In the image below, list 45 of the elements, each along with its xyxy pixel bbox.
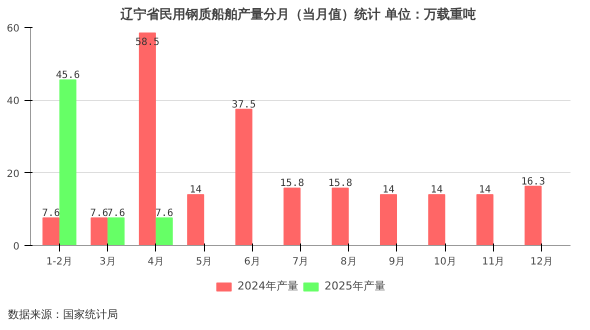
bar xyxy=(284,188,301,246)
chart-title: 辽宁省民用钢质船舶产量分月（当月值）统计 单位：万载重吨 xyxy=(119,6,476,22)
y-tick-label: 20 xyxy=(6,168,20,180)
data-label: 14 xyxy=(190,184,202,196)
data-label: 7.6 xyxy=(90,208,108,219)
bar xyxy=(59,79,76,246)
legend-label: 2025年产量 xyxy=(324,278,386,294)
bar xyxy=(187,194,204,246)
x-tick-label: 10月 xyxy=(434,256,457,268)
data-label: 15.8 xyxy=(328,178,352,190)
x-tick-label: 8月 xyxy=(340,256,357,268)
bar xyxy=(332,188,349,246)
x-tick-label: 1-2月 xyxy=(46,256,73,268)
data-label: 14 xyxy=(430,184,443,196)
x-tick-label: 4月 xyxy=(148,256,164,268)
source-note: 数据来源：国家统计局 xyxy=(8,307,118,323)
x-tick-label: 5月 xyxy=(196,256,212,268)
bar xyxy=(524,186,542,246)
data-label: 14 xyxy=(382,184,395,196)
data-label: 7.6 xyxy=(155,208,174,219)
x-tick-label: 11月 xyxy=(482,256,505,268)
bar xyxy=(428,194,446,246)
x-tick-label: 9月 xyxy=(388,256,406,268)
data-label: 7.6 xyxy=(107,208,126,219)
data-label: 14 xyxy=(478,184,491,196)
legend-label: 2024年产量 xyxy=(238,278,298,294)
x-tick-label: 3月 xyxy=(99,256,116,268)
data-label: 7.6 xyxy=(42,208,60,219)
x-tick-label: 6月 xyxy=(244,256,260,268)
data-label: 15.8 xyxy=(280,178,304,190)
data-label: 45.6 xyxy=(56,70,80,81)
data-label: 37.5 xyxy=(232,99,256,110)
bar xyxy=(235,108,252,246)
bar xyxy=(380,194,398,246)
data-label: 16.3 xyxy=(521,176,546,188)
bar xyxy=(42,217,60,246)
x-tick-label: 12月 xyxy=(530,256,553,268)
y-tick-label: 0 xyxy=(13,242,20,252)
x-tick-label: 7月 xyxy=(292,256,309,268)
y-tick-label: 40 xyxy=(6,96,20,108)
bar xyxy=(156,217,173,246)
bar xyxy=(476,194,494,246)
bar xyxy=(90,217,108,246)
y-tick-label: 60 xyxy=(6,24,20,34)
bar xyxy=(108,217,125,246)
